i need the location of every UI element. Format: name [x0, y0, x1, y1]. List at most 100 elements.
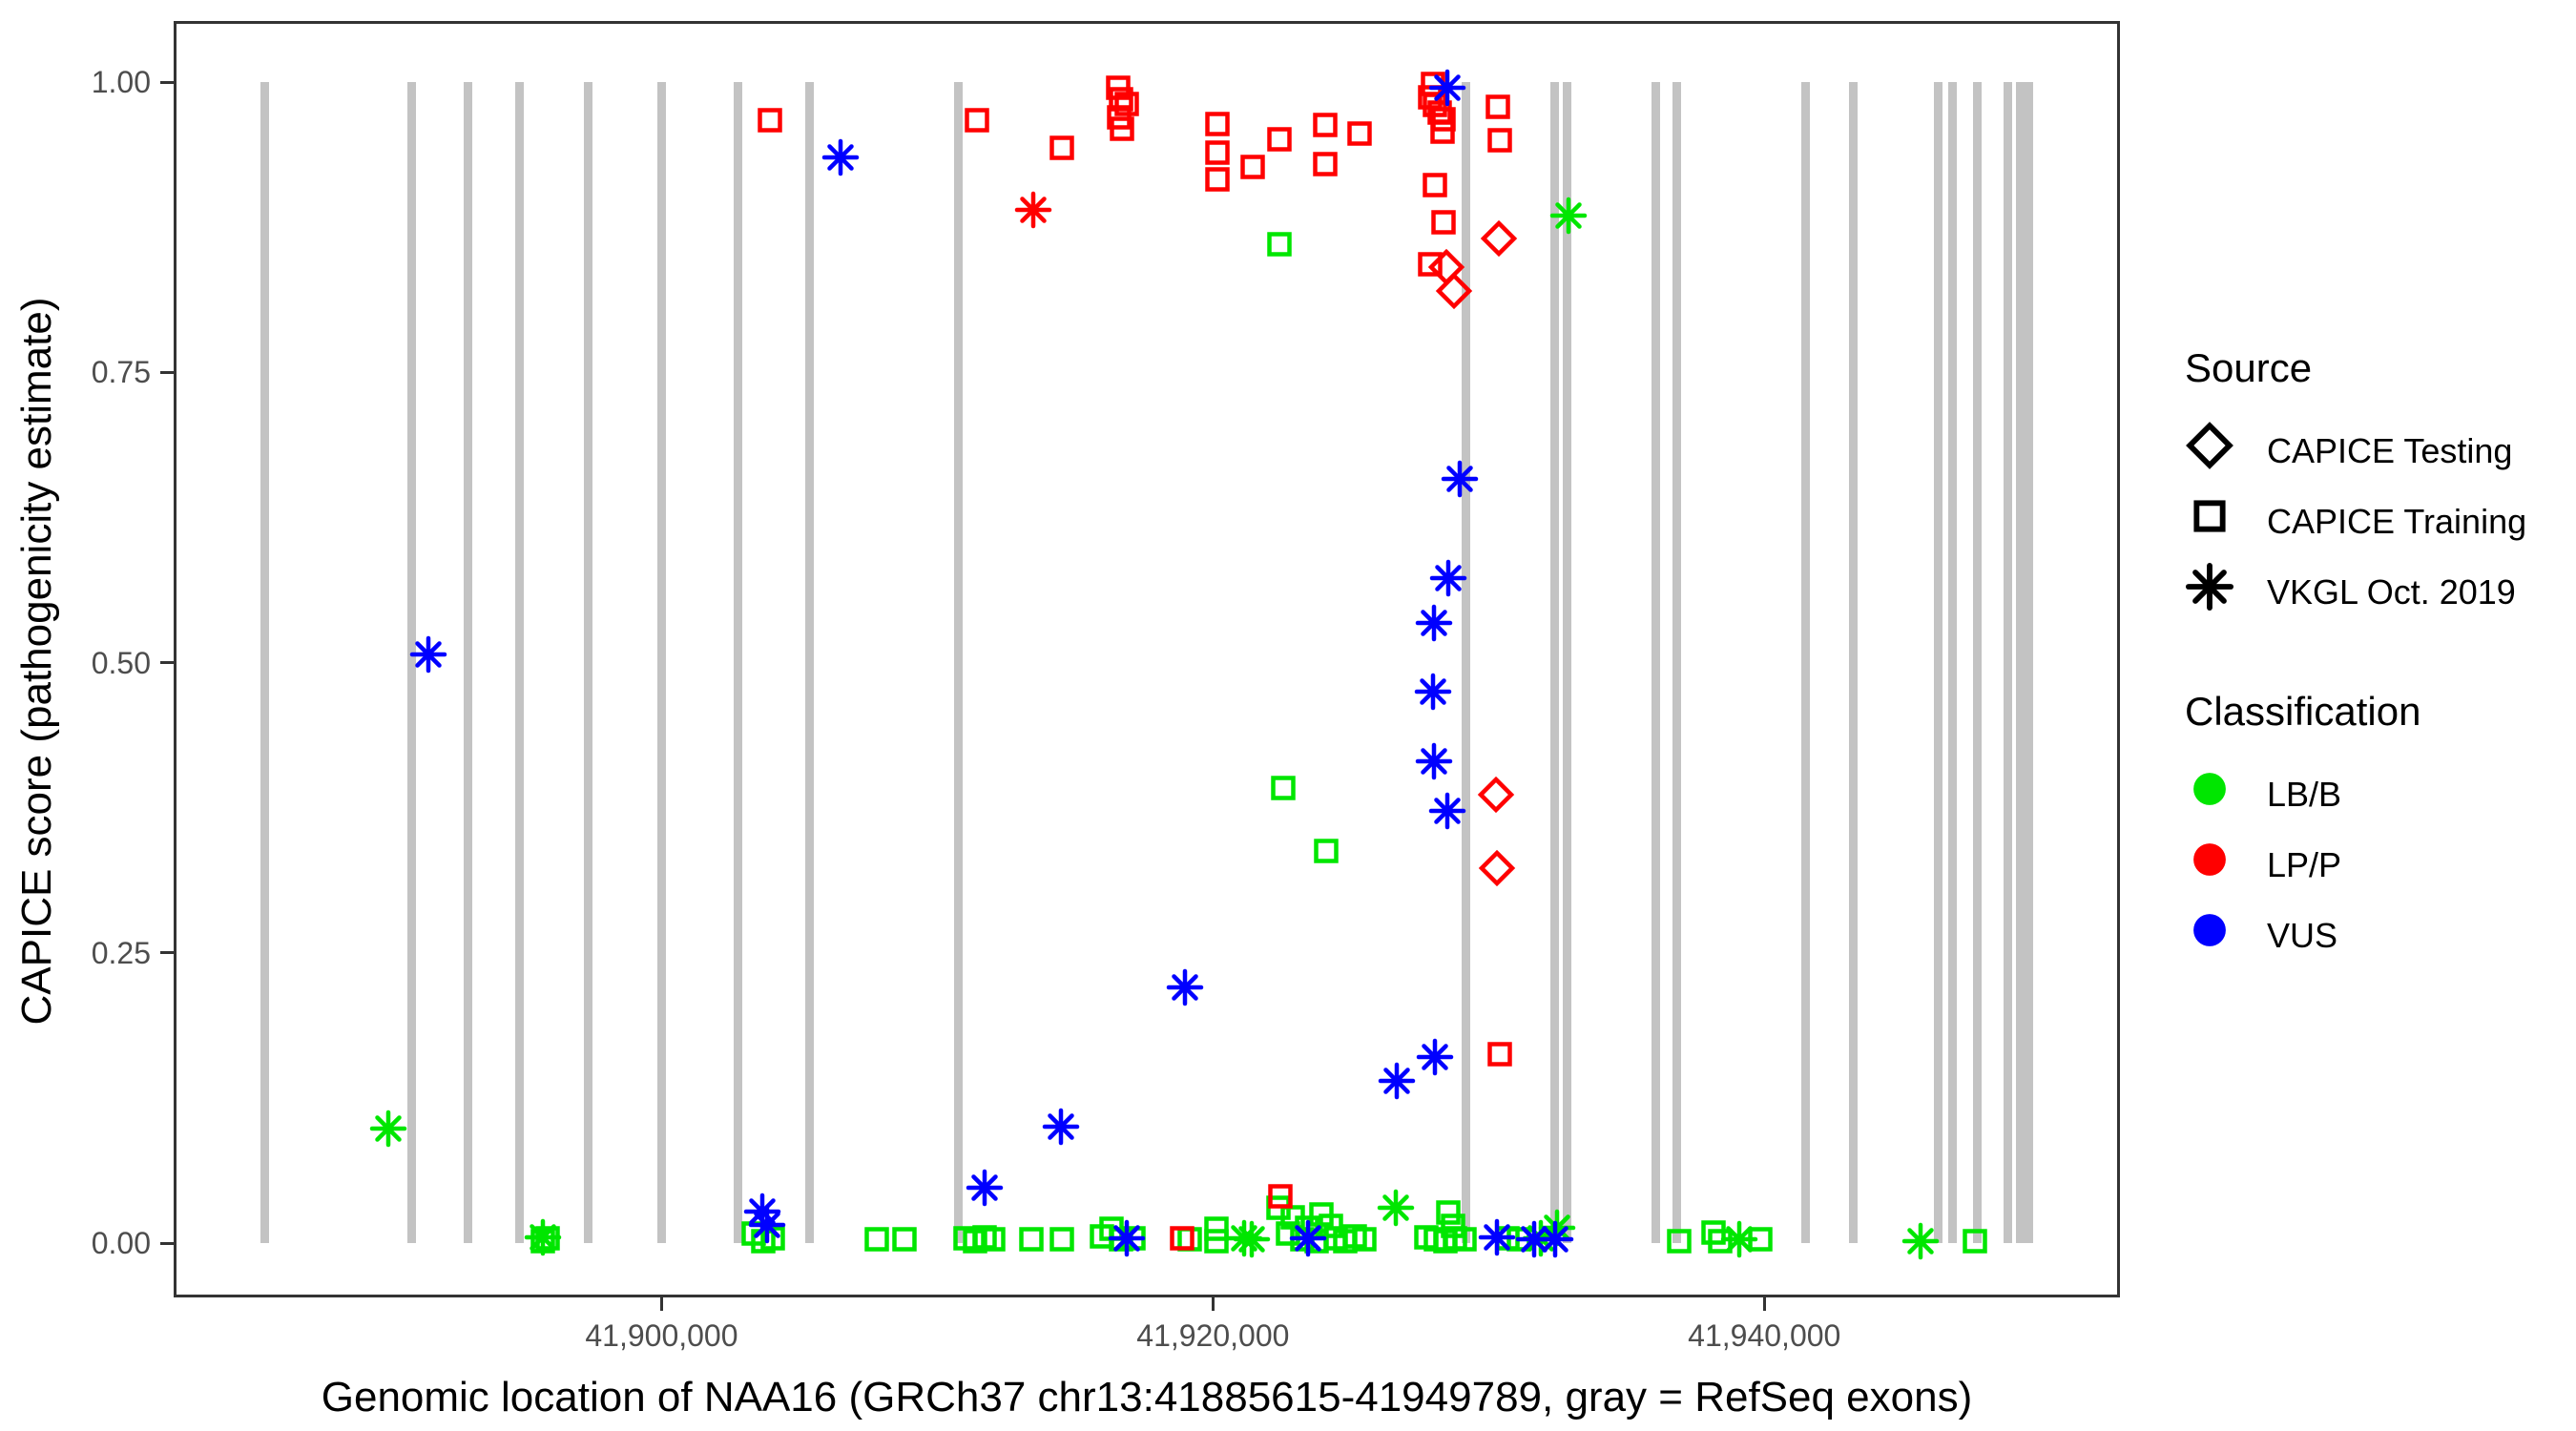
y-tick-label: 0.50	[91, 645, 151, 680]
capice-training-square-marker	[529, 1219, 567, 1262]
vkgl-asterisk-marker	[821, 138, 860, 181]
x-tick-mark	[1211, 1297, 1215, 1311]
refseq-exon-bar	[463, 82, 472, 1243]
x-tick-label: 41,920,000	[1136, 1318, 1290, 1353]
capice-training-square-marker	[1198, 105, 1236, 148]
y-tick-mark	[160, 661, 174, 664]
capice-training-square-marker	[1264, 769, 1302, 812]
vkgl-asterisk-marker	[966, 1169, 1004, 1212]
capice-training-square-marker	[1163, 1219, 1201, 1262]
capice-training-square-marker	[1411, 245, 1449, 288]
capice-training-square-marker	[1260, 120, 1298, 163]
capice-training-square-marker	[1701, 1222, 1739, 1265]
capice-training-square-marker	[1424, 100, 1463, 143]
vkgl-asterisk-marker	[1428, 792, 1466, 835]
capice-training-square-marker	[946, 1219, 985, 1262]
red-dot-icon	[2185, 835, 2246, 896]
capice-training-square-marker	[524, 1222, 562, 1265]
capice-training-square-marker	[858, 1220, 896, 1263]
capice-training-square-marker	[1317, 1219, 1355, 1262]
refseq-exon-bar	[2015, 82, 2025, 1243]
refseq-exon-bar	[733, 82, 742, 1243]
vkgl-asterisk-marker	[1515, 1220, 1553, 1263]
capice-training-square-marker	[1481, 1035, 1519, 1078]
y-tick-mark	[160, 80, 174, 84]
refseq-exon-bar	[260, 82, 269, 1243]
capice-training-square-marker	[1043, 1220, 1081, 1263]
legend-item-lpp: LP/P	[2185, 830, 2420, 901]
capice-training-square-marker	[751, 101, 789, 144]
capice-training-square-marker	[1198, 134, 1236, 176]
refseq-exon-bar	[804, 82, 814, 1243]
refseq-exon-bar	[2025, 82, 2034, 1243]
capice-training-square-marker	[754, 1219, 792, 1262]
capice-training-square-marker	[1197, 1222, 1236, 1265]
legend-label: VUS	[2267, 916, 2338, 955]
x-tick-label: 41,940,000	[1688, 1318, 1841, 1353]
vkgl-asterisk-marker	[1441, 460, 1479, 503]
capice-training-square-marker	[1259, 1189, 1298, 1232]
y-tick-mark	[160, 1241, 174, 1245]
capice-training-square-marker	[1108, 85, 1146, 128]
vkgl-asterisk-marker	[1166, 968, 1204, 1011]
capice-training-square-marker	[974, 1220, 1012, 1263]
plot-panel	[174, 21, 2120, 1297]
legend-classification: Classification LB/B LP/P VUS	[2185, 689, 2420, 971]
y-tick-label: 1.00	[91, 65, 151, 99]
legend-label: CAPICE Training	[2267, 502, 2527, 541]
capice-training-square-marker	[1417, 1220, 1455, 1263]
vkgl-asterisk-marker	[1233, 1220, 1271, 1263]
capice-training-square-marker	[1426, 1222, 1465, 1265]
vkgl-asterisk-marker	[369, 1110, 407, 1152]
refseq-exon-bar	[656, 82, 666, 1243]
capice-training-square-marker	[1421, 93, 1459, 136]
capice-training-square-marker	[1274, 1198, 1312, 1241]
capice-training-square-marker	[1414, 65, 1452, 108]
y-tick-mark	[160, 370, 174, 374]
capice-training-square-marker	[1488, 1219, 1527, 1262]
legend-source: Source CAPICE Testing CAPICE Training VK…	[2185, 345, 2526, 628]
refseq-exon-bar	[515, 82, 525, 1243]
capice-training-square-marker	[1100, 98, 1138, 141]
legend-label: LB/B	[2267, 775, 2342, 814]
refseq-exon-bar	[583, 82, 592, 1243]
capice-training-square-marker	[966, 1218, 1004, 1261]
legend-item-vus: VUS	[2185, 901, 2420, 971]
capice-training-square-marker	[1171, 1220, 1209, 1263]
refseq-exon-bar	[407, 82, 417, 1243]
x-tick-mark	[1762, 1297, 1766, 1311]
refseq-exon-bar	[1563, 82, 1572, 1243]
diamond-icon	[2185, 421, 2246, 482]
refseq-exon-bar	[953, 82, 963, 1243]
vkgl-asterisk-marker	[1377, 1189, 1415, 1232]
refseq-exon-bar	[1652, 82, 1661, 1243]
vkgl-asterisk-marker	[1378, 1062, 1416, 1105]
legend-classification-title: Classification	[2185, 689, 2421, 734]
x-axis-title: Genomic location of NAA16 (GRCh37 chr13:…	[321, 1374, 1973, 1421]
capice-training-square-marker	[1307, 832, 1345, 875]
capice-training-square-marker	[1302, 1195, 1340, 1238]
capice-testing-diamond-marker	[1480, 219, 1518, 262]
capice-training-square-marker	[1306, 106, 1344, 149]
legend-item-capice-testing: CAPICE Testing	[2185, 416, 2526, 487]
capice-training-square-marker	[1103, 110, 1141, 153]
vkgl-asterisk-marker	[743, 1192, 781, 1235]
y-tick-label: 0.75	[91, 355, 151, 390]
capice-training-square-marker	[744, 1222, 782, 1265]
vkgl-asterisk-marker	[1014, 191, 1052, 234]
capice-training-square-marker	[1260, 225, 1298, 268]
vkgl-asterisk-marker	[1414, 673, 1452, 716]
refseq-exon-bar	[1848, 82, 1858, 1243]
refseq-exon-bar	[1972, 82, 1982, 1243]
capice-training-square-marker	[1345, 1220, 1383, 1263]
capice-training-square-marker	[1288, 1209, 1326, 1252]
capice-training-square-marker	[1481, 121, 1519, 164]
capice-training-square-marker	[1424, 203, 1463, 246]
capice-training-square-marker	[1416, 86, 1454, 129]
vkgl-asterisk-marker	[1416, 1038, 1454, 1081]
capice-training-square-marker	[1261, 1177, 1299, 1220]
capice-training-square-marker	[1694, 1213, 1733, 1256]
y-tick-label: 0.00	[91, 1226, 151, 1260]
capice-training-square-marker	[1269, 1214, 1307, 1257]
vkgl-asterisk-marker	[1478, 1218, 1516, 1261]
